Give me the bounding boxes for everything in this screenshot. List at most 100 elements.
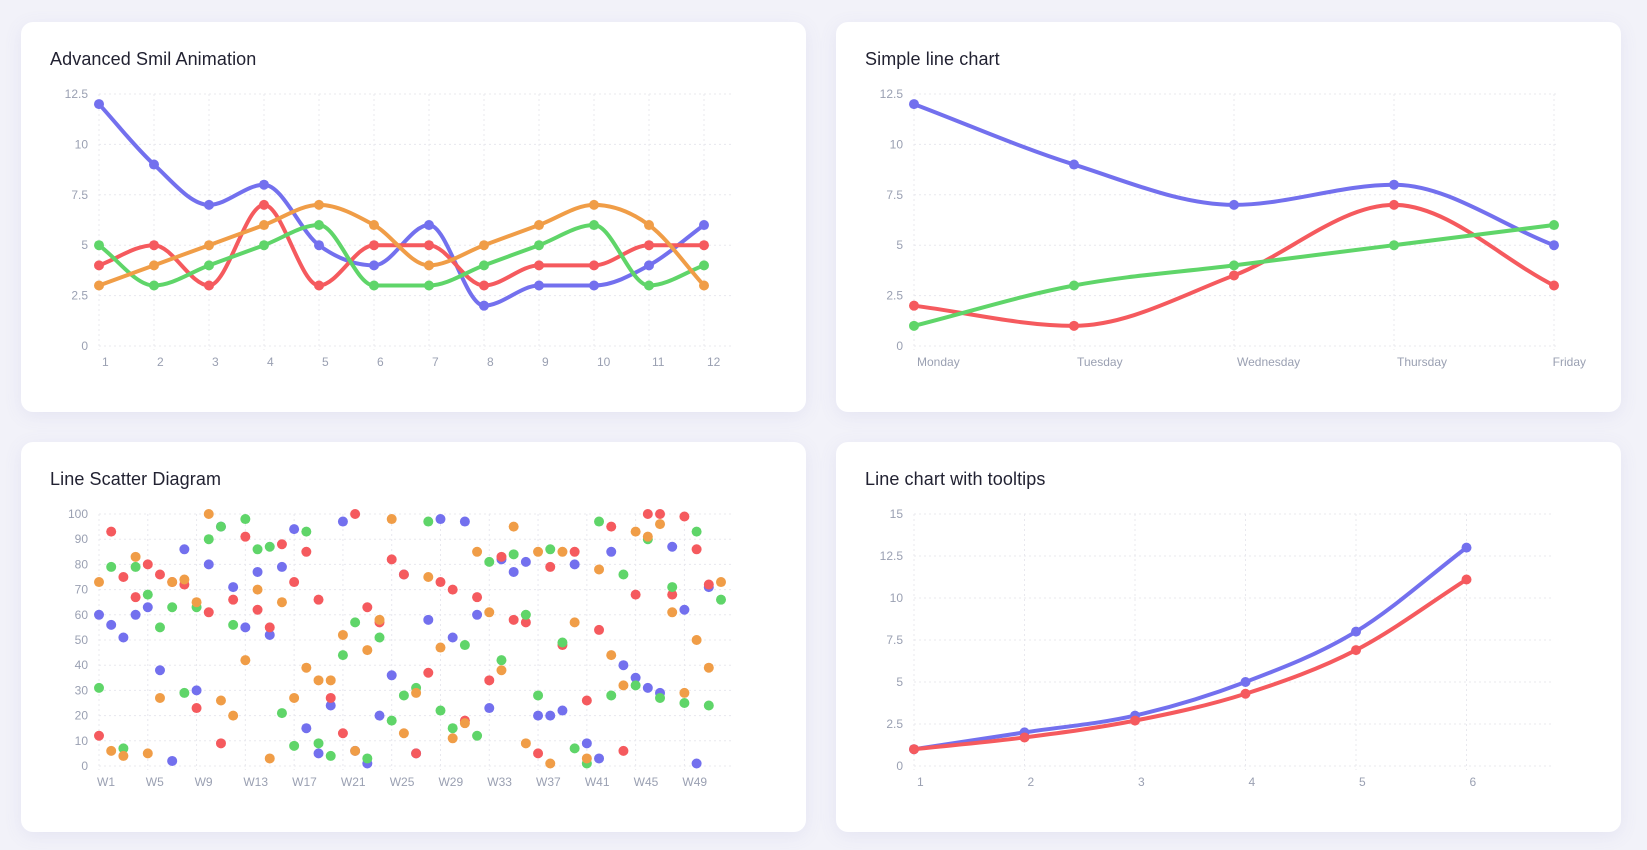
scatter-point [240,514,251,525]
scatter-point [545,758,556,769]
scatter-point [325,750,336,761]
scatter-point [337,516,348,527]
data-point [1069,159,1079,170]
y-tick-label: 0 [81,759,88,773]
scatter-point [118,572,129,582]
data-point [1069,280,1079,291]
scatter-point [142,602,153,613]
y-tick-label: 80 [75,557,89,571]
x-tick-label: Wednesday [1237,355,1300,369]
scatter-point [398,728,409,739]
data-point [424,240,434,251]
series-orange [94,509,726,769]
y-tick-label: 12.5 [880,87,904,101]
scatter-point [435,577,446,588]
series-green [94,514,726,769]
y-tick-label: 0 [896,759,903,773]
x-tick-label: 8 [487,355,494,369]
scatter-point [472,592,483,603]
x-tick-label: Friday [1553,355,1586,369]
scatter-point [508,549,519,560]
y-tick-label: 10 [890,137,904,151]
card-title: Line chart with tooltips [865,469,1046,489]
scatter-point [228,582,239,593]
scatter-point [203,534,214,545]
scatter-point [301,546,312,557]
scatter-point [557,546,568,557]
data-point [1229,270,1239,281]
scatter-point [594,516,605,527]
y-tick-label: 20 [75,709,89,723]
x-tick-label: W13 [243,775,268,789]
scatter-point [301,723,312,734]
scatter-point [679,687,690,698]
x-tick-label: 5 [1359,775,1366,789]
series-line [912,545,1469,752]
y-tick-label: 10 [75,734,89,748]
scatter-point [154,622,165,633]
scatter-point [276,708,287,719]
scatter-point [447,632,458,643]
scatter-point [606,546,617,557]
y-tick-label: 15 [890,507,904,521]
scatter-point [313,675,324,686]
series-blue [94,99,709,311]
data-point [1389,240,1399,251]
data-point [589,220,599,231]
scatter-point [423,667,434,678]
data-point [644,280,654,291]
data-point [314,199,324,210]
x-tick-label: 3 [212,355,219,369]
data-point [204,240,214,251]
data-point [314,220,324,231]
x-tick-label: W25 [390,775,415,789]
scatter-point [435,642,446,653]
data-point [1549,280,1559,291]
y-tick-label: 7.5 [886,633,903,647]
grid [913,513,1551,770]
line-chart: 0 2.5 5 7.5 10 12.5 Monday Tuesday Wednesday Thur… [880,87,1586,369]
scatter-point [289,524,300,535]
data-point [1019,732,1030,743]
scatter-point [313,594,324,605]
scatter-point [386,514,397,525]
x-tick-label: W5 [146,775,164,789]
data-point [909,320,919,331]
scatter-point [350,745,361,756]
data-point [534,240,544,251]
scatter-point [142,748,153,759]
scatter-point [703,662,714,673]
scatter-point [484,703,495,714]
y-tick-label: 0 [81,339,88,353]
scatter-point [569,617,580,628]
data-point [644,260,654,271]
scatter-point [240,622,251,633]
x-tick-label: W21 [341,775,366,789]
x-tick-label: 6 [377,355,384,369]
y-tick-label: 12.5 [65,87,89,101]
scatter-point [179,544,190,555]
chart-card-line-scatter: Line Scatter Diagram 0 10 20 30 40 50 60 70 80 90… [21,442,806,832]
data-point [699,220,709,231]
scatter-point [337,629,348,640]
scatter-point [264,541,275,552]
x-tick-label: Thursday [1397,355,1447,369]
scatter-point [289,577,300,588]
scatter-point [533,690,544,701]
scatter-point [703,579,714,590]
series-blue [909,99,1559,251]
data-point [589,280,599,291]
series-line [97,223,706,288]
scatter-point [154,665,165,676]
scatter-point [142,589,153,600]
scatter-point [276,561,287,572]
x-tick-label: W45 [634,775,659,789]
x-tick-label: 11 [652,355,665,369]
scatter-point [691,635,702,645]
data-point [369,240,379,251]
scatter-point [459,640,470,651]
data-point [699,280,709,291]
scatter-point [191,703,202,714]
x-tick-label: 10 [597,355,611,369]
